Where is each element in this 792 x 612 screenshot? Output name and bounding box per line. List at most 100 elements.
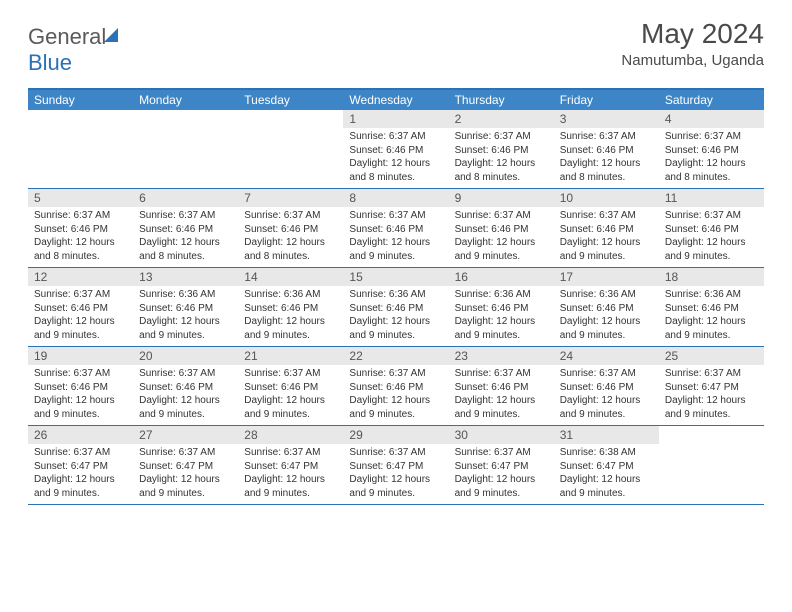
day-cell: 27Sunrise: 6:37 AMSunset: 6:47 PMDayligh… (133, 426, 238, 504)
weekday-label: Sunday (28, 90, 133, 110)
day-line: Sunrise: 6:37 AM (455, 209, 548, 223)
day-line: and 8 minutes. (244, 250, 337, 264)
day-number: 9 (449, 189, 554, 207)
day-body: Sunrise: 6:37 AMSunset: 6:46 PMDaylight:… (28, 365, 133, 425)
week-row: 26Sunrise: 6:37 AMSunset: 6:47 PMDayligh… (28, 426, 764, 505)
day-number: 16 (449, 268, 554, 286)
day-line: Daylight: 12 hours (349, 394, 442, 408)
day-line: Daylight: 12 hours (34, 236, 127, 250)
day-number: 13 (133, 268, 238, 286)
day-line: Sunrise: 6:37 AM (244, 367, 337, 381)
day-number: 29 (343, 426, 448, 444)
weeks-container: 1Sunrise: 6:37 AMSunset: 6:46 PMDaylight… (28, 110, 764, 505)
day-body: Sunrise: 6:37 AMSunset: 6:47 PMDaylight:… (449, 444, 554, 504)
day-line: Daylight: 12 hours (455, 236, 548, 250)
day-line: Daylight: 12 hours (560, 236, 653, 250)
day-line: and 9 minutes. (455, 329, 548, 343)
day-line: Sunrise: 6:37 AM (665, 367, 758, 381)
header: General Blue May 2024 Namutumba, Uganda (28, 18, 764, 76)
day-cell: 3Sunrise: 6:37 AMSunset: 6:46 PMDaylight… (554, 110, 659, 188)
day-cell (28, 110, 133, 188)
day-body: Sunrise: 6:37 AMSunset: 6:46 PMDaylight:… (449, 365, 554, 425)
day-body: Sunrise: 6:36 AMSunset: 6:46 PMDaylight:… (554, 286, 659, 346)
day-line: Sunrise: 6:37 AM (34, 367, 127, 381)
day-line: Sunset: 6:47 PM (244, 460, 337, 474)
day-body: Sunrise: 6:37 AMSunset: 6:46 PMDaylight:… (554, 207, 659, 267)
day-line: Sunrise: 6:36 AM (349, 288, 442, 302)
month-title: May 2024 (621, 18, 764, 50)
day-line: Daylight: 12 hours (244, 236, 337, 250)
day-line: Sunrise: 6:37 AM (665, 209, 758, 223)
day-line: Daylight: 12 hours (665, 315, 758, 329)
weekday-label: Tuesday (238, 90, 343, 110)
day-cell: 10Sunrise: 6:37 AMSunset: 6:46 PMDayligh… (554, 189, 659, 267)
day-line: and 8 minutes. (665, 171, 758, 185)
day-body: Sunrise: 6:36 AMSunset: 6:46 PMDaylight:… (659, 286, 764, 346)
day-line: Sunrise: 6:37 AM (349, 209, 442, 223)
day-line: Sunset: 6:46 PM (665, 223, 758, 237)
day-body: Sunrise: 6:37 AMSunset: 6:47 PMDaylight:… (133, 444, 238, 504)
day-line: Sunset: 6:47 PM (139, 460, 232, 474)
sail-icon (104, 28, 118, 42)
day-body (133, 114, 238, 120)
day-body: Sunrise: 6:37 AMSunset: 6:46 PMDaylight:… (449, 207, 554, 267)
week-row: 12Sunrise: 6:37 AMSunset: 6:46 PMDayligh… (28, 268, 764, 347)
day-line: and 9 minutes. (455, 408, 548, 422)
day-line: and 9 minutes. (349, 408, 442, 422)
day-number: 17 (554, 268, 659, 286)
logo-text: General Blue (28, 24, 118, 76)
day-line: Daylight: 12 hours (349, 315, 442, 329)
day-number: 5 (28, 189, 133, 207)
day-number: 24 (554, 347, 659, 365)
day-line: Sunset: 6:46 PM (560, 302, 653, 316)
day-cell: 26Sunrise: 6:37 AMSunset: 6:47 PMDayligh… (28, 426, 133, 504)
week-row: 5Sunrise: 6:37 AMSunset: 6:46 PMDaylight… (28, 189, 764, 268)
day-line: and 8 minutes. (34, 250, 127, 264)
day-line: Sunset: 6:46 PM (139, 223, 232, 237)
day-line: Daylight: 12 hours (349, 236, 442, 250)
day-line: Daylight: 12 hours (244, 473, 337, 487)
weekday-label: Wednesday (343, 90, 448, 110)
day-line: and 9 minutes. (665, 329, 758, 343)
day-line: and 9 minutes. (244, 487, 337, 501)
day-cell: 5Sunrise: 6:37 AMSunset: 6:46 PMDaylight… (28, 189, 133, 267)
day-number: 19 (28, 347, 133, 365)
day-body: Sunrise: 6:37 AMSunset: 6:46 PMDaylight:… (343, 207, 448, 267)
day-line: Daylight: 12 hours (455, 473, 548, 487)
day-line: Sunrise: 6:37 AM (139, 367, 232, 381)
day-line: Sunset: 6:46 PM (34, 223, 127, 237)
day-number: 26 (28, 426, 133, 444)
day-line: Sunset: 6:46 PM (349, 302, 442, 316)
day-line: Daylight: 12 hours (560, 157, 653, 171)
location: Namutumba, Uganda (621, 52, 764, 69)
day-line: Daylight: 12 hours (244, 394, 337, 408)
day-number: 23 (449, 347, 554, 365)
day-body: Sunrise: 6:38 AMSunset: 6:47 PMDaylight:… (554, 444, 659, 504)
day-cell: 7Sunrise: 6:37 AMSunset: 6:46 PMDaylight… (238, 189, 343, 267)
day-line: Sunset: 6:46 PM (665, 302, 758, 316)
day-line: Sunset: 6:46 PM (349, 144, 442, 158)
day-line: Sunrise: 6:37 AM (455, 130, 548, 144)
day-body: Sunrise: 6:37 AMSunset: 6:46 PMDaylight:… (343, 128, 448, 188)
day-line: Sunrise: 6:37 AM (349, 130, 442, 144)
day-line: Sunset: 6:46 PM (34, 302, 127, 316)
weekday-label: Friday (554, 90, 659, 110)
day-line: and 9 minutes. (34, 487, 127, 501)
day-line: Daylight: 12 hours (244, 315, 337, 329)
day-line: Sunset: 6:46 PM (139, 381, 232, 395)
day-cell: 30Sunrise: 6:37 AMSunset: 6:47 PMDayligh… (449, 426, 554, 504)
day-line: Sunrise: 6:37 AM (139, 446, 232, 460)
day-cell (659, 426, 764, 504)
logo: General Blue (28, 18, 118, 76)
day-number: 28 (238, 426, 343, 444)
day-body (238, 114, 343, 120)
day-line: Sunset: 6:46 PM (665, 144, 758, 158)
day-number: 25 (659, 347, 764, 365)
day-cell: 17Sunrise: 6:36 AMSunset: 6:46 PMDayligh… (554, 268, 659, 346)
day-number: 7 (238, 189, 343, 207)
day-line: Sunrise: 6:37 AM (560, 367, 653, 381)
day-number: 18 (659, 268, 764, 286)
day-body: Sunrise: 6:37 AMSunset: 6:47 PMDaylight:… (238, 444, 343, 504)
day-line: and 9 minutes. (349, 487, 442, 501)
weekday-label: Monday (133, 90, 238, 110)
